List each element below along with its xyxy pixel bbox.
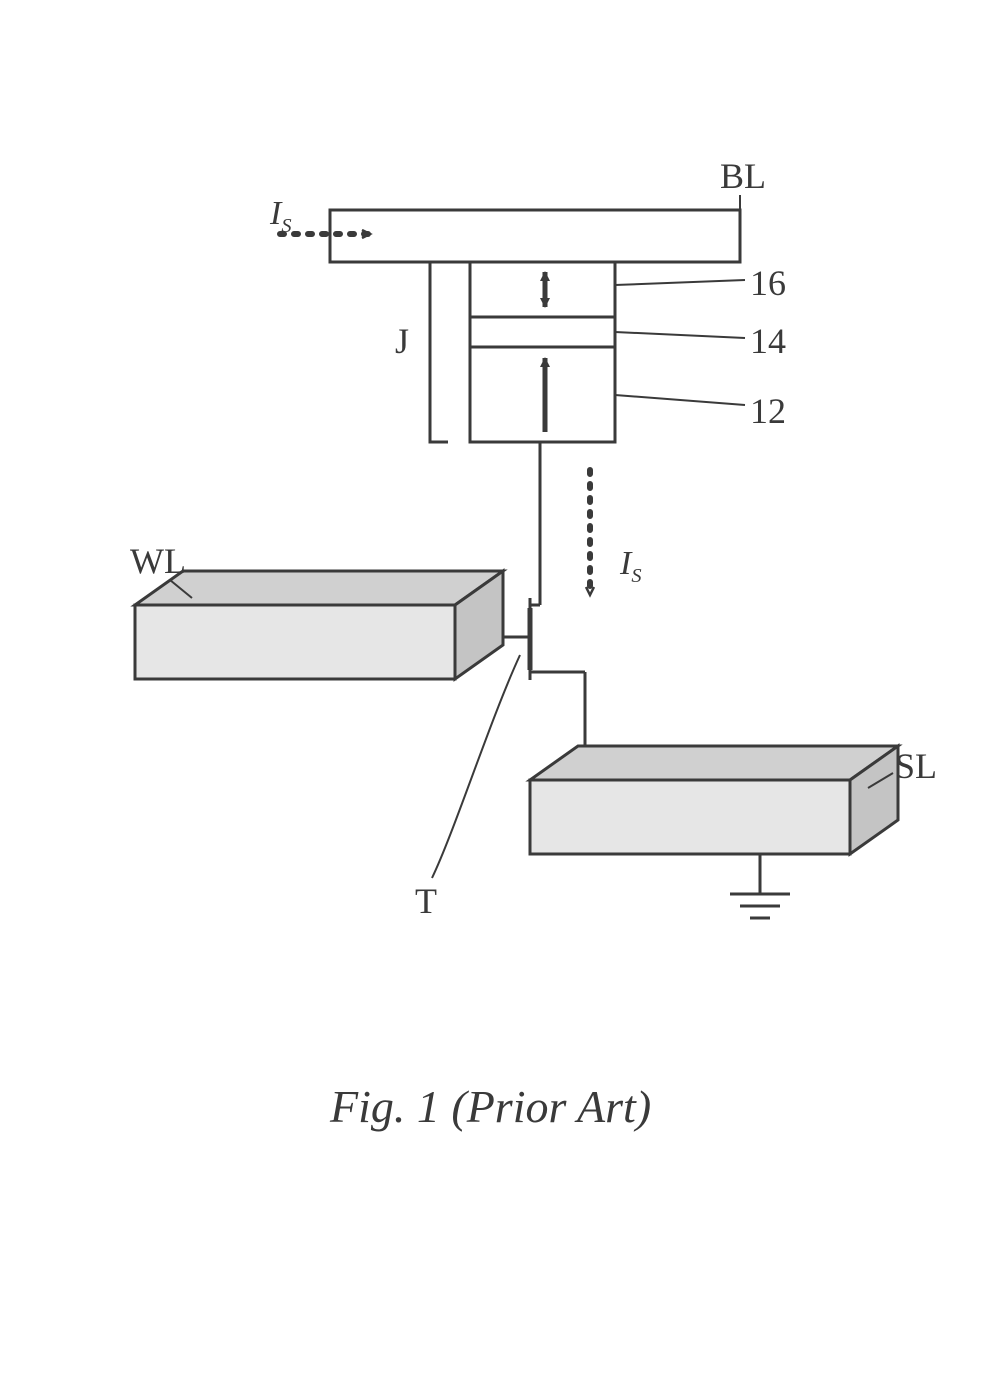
label-is-top: IS	[270, 195, 292, 238]
label-j: J	[395, 320, 409, 362]
label-wl: WL	[130, 540, 186, 582]
label-14: 14	[750, 320, 786, 362]
figure-caption: Fig. 1 (Prior Art)	[330, 1080, 651, 1133]
label-bl: BL	[720, 155, 766, 197]
diagram-svg	[0, 0, 1007, 1378]
label-sl: SL	[895, 745, 937, 787]
label-is-mid: IS	[620, 545, 642, 588]
label-t: T	[415, 880, 437, 922]
label-16: 16	[750, 262, 786, 304]
label-12: 12	[750, 390, 786, 432]
